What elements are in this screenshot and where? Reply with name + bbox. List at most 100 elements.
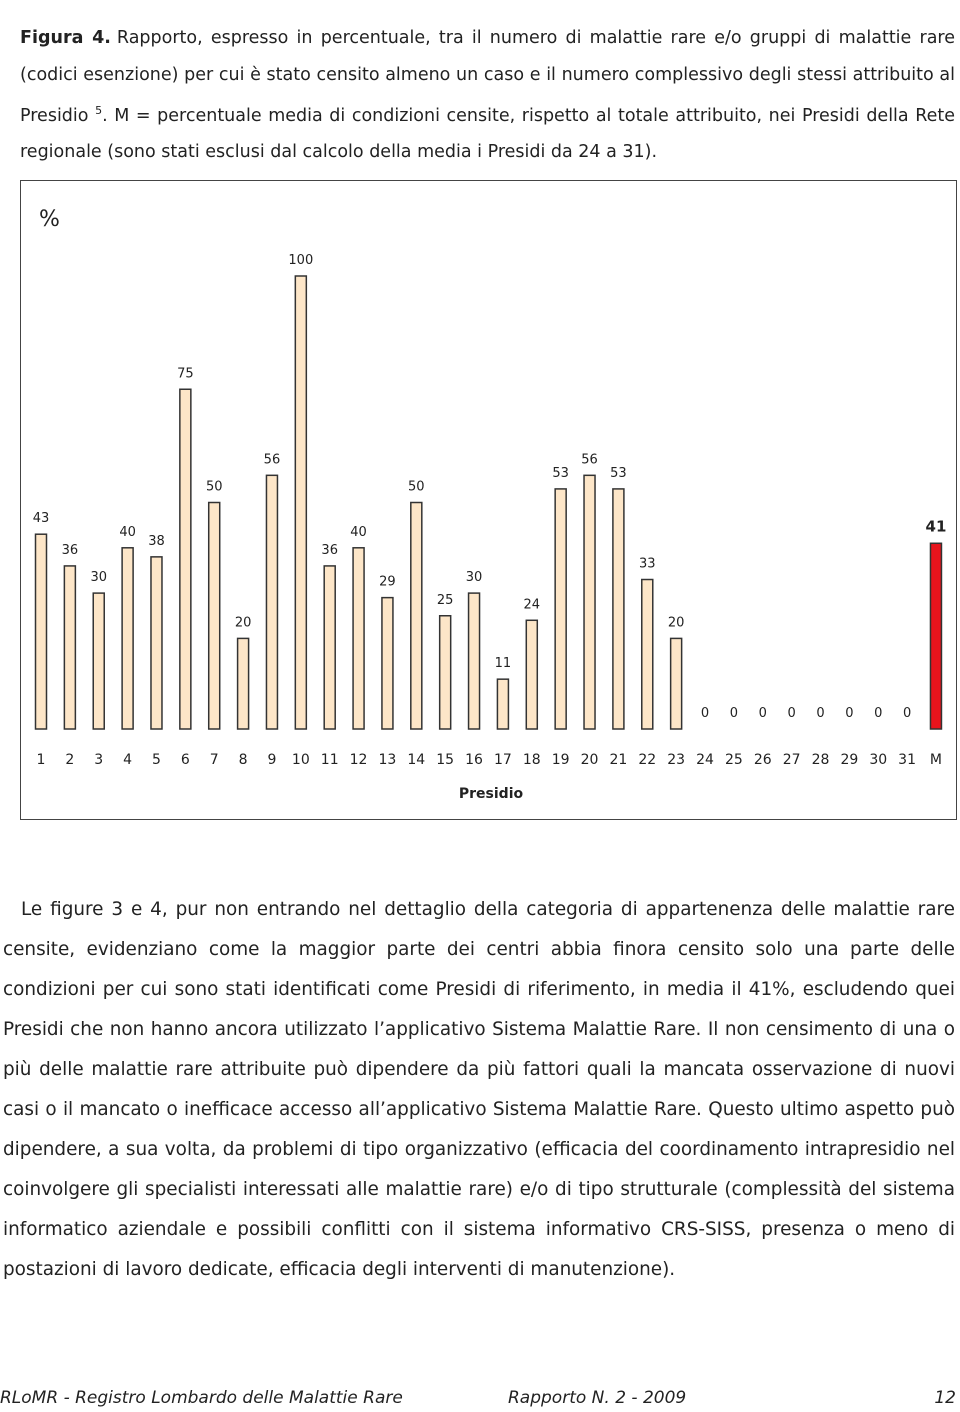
value-label: 0 [903, 706, 911, 721]
x-tick-label: 30 [869, 752, 887, 768]
bar [179, 388, 192, 730]
value-label: 11 [495, 656, 512, 671]
unit-label: % [39, 207, 60, 232]
x-tick-label: 14 [407, 752, 425, 768]
value-label: 53 [552, 466, 569, 481]
caption-text: . M = percentuale media di condizioni ce… [20, 105, 955, 163]
value-label: 20 [235, 615, 252, 630]
x-tick-label: 6 [181, 752, 190, 768]
footnote-ref: 5 [95, 104, 103, 117]
x-tick-label: 27 [783, 752, 801, 768]
caption-label: Figura 4. [20, 28, 111, 48]
value-label: 29 [379, 575, 396, 590]
value-label: 24 [524, 597, 541, 612]
bar [410, 501, 423, 730]
body-paragraph: Le figure 3 e 4, pur non entrando nel de… [3, 899, 955, 1280]
x-tick-label: 11 [321, 752, 339, 768]
x-axis-label: Presidio [459, 786, 524, 802]
value-label: 0 [874, 706, 882, 721]
value-label: 56 [581, 452, 598, 467]
value-label: 53 [610, 466, 627, 481]
x-tick-label: 22 [638, 752, 656, 768]
x-tick-label: 28 [812, 752, 830, 768]
value-label: 0 [701, 706, 709, 721]
bar [467, 592, 481, 730]
value-label: 43 [33, 511, 50, 526]
x-tick-label: 12 [350, 752, 368, 768]
value-label: 75 [177, 366, 194, 381]
value-label: 56 [264, 452, 281, 467]
x-tick-label: 17 [494, 752, 512, 768]
x-tick-label: 26 [754, 752, 772, 768]
value-label: 50 [206, 480, 223, 495]
x-tick-label: 9 [267, 752, 276, 768]
value-label: 0 [845, 706, 853, 721]
value-label: 36 [321, 543, 338, 558]
value-label: 40 [119, 525, 136, 540]
bar [92, 592, 105, 730]
x-tick-label: 5 [152, 752, 161, 768]
caption-text: Rapporto, espresso in percentuale, tra i… [20, 28, 955, 126]
figure-caption: Figura 4. Rapporto, espresso in percentua… [20, 20, 955, 171]
x-tick-label: M [930, 752, 942, 768]
bar [438, 615, 452, 730]
bar [525, 619, 539, 730]
value-label: 100 [288, 253, 313, 268]
bar [265, 474, 279, 730]
x-tick-label: 21 [609, 752, 627, 768]
value-label: 0 [730, 706, 738, 721]
value-label: 0 [816, 706, 824, 721]
value-label: 30 [466, 570, 483, 585]
x-tick-label: 16 [465, 752, 483, 768]
value-label: 40 [350, 525, 367, 540]
bar [381, 596, 394, 730]
x-tick-label: 1 [37, 752, 46, 768]
page-number: 12 [934, 1388, 956, 1408]
bar [929, 542, 943, 730]
bar [34, 533, 48, 730]
footer-left: RLoMR - Registro Lombardo delle Malattie… [0, 1388, 403, 1408]
x-tick-label: 7 [210, 752, 219, 768]
x-tick-label: 29 [840, 752, 858, 768]
bar [669, 637, 683, 730]
footer-center: Rapporto N. 2 - 2009 [508, 1388, 687, 1408]
value-label: 33 [639, 557, 656, 572]
bar [583, 474, 596, 730]
x-tick-label: 4 [123, 752, 132, 768]
value-label: 41 [926, 517, 947, 535]
x-tick-label: 2 [65, 752, 74, 768]
x-tick-label: 8 [239, 752, 248, 768]
value-label: 25 [437, 593, 454, 608]
bar [150, 556, 163, 730]
x-tick-label: 10 [292, 752, 310, 768]
bar [236, 637, 250, 730]
x-tick-label: 15 [436, 752, 454, 768]
value-label: 30 [90, 570, 107, 585]
value-label: 38 [148, 534, 165, 549]
value-label: 36 [62, 543, 79, 558]
value-label: 0 [759, 706, 767, 721]
x-tick-label: 18 [523, 752, 541, 768]
x-tick-label: 20 [581, 752, 599, 768]
x-tick-label: 31 [898, 752, 916, 768]
bar [294, 275, 308, 730]
bar [63, 565, 77, 730]
x-tick-label: 19 [552, 752, 570, 768]
value-label: 20 [668, 615, 685, 630]
bar [323, 565, 336, 730]
x-tick-label: 25 [725, 752, 743, 768]
bar [641, 578, 654, 730]
bar [496, 678, 510, 730]
chart: % Presidio 43 1 36 2 30 3 40 4 38 5 75 6 50 7 20 8 56 9 10… [20, 180, 957, 820]
bar [554, 488, 567, 730]
x-tick-label: 3 [94, 752, 103, 768]
x-tick-label: 24 [696, 752, 714, 768]
bar [612, 488, 625, 730]
bar [352, 547, 365, 730]
bar [207, 501, 221, 730]
value-label: 0 [787, 706, 795, 721]
x-tick-label: 13 [379, 752, 397, 768]
value-label: 50 [408, 480, 425, 495]
bar [121, 547, 134, 730]
